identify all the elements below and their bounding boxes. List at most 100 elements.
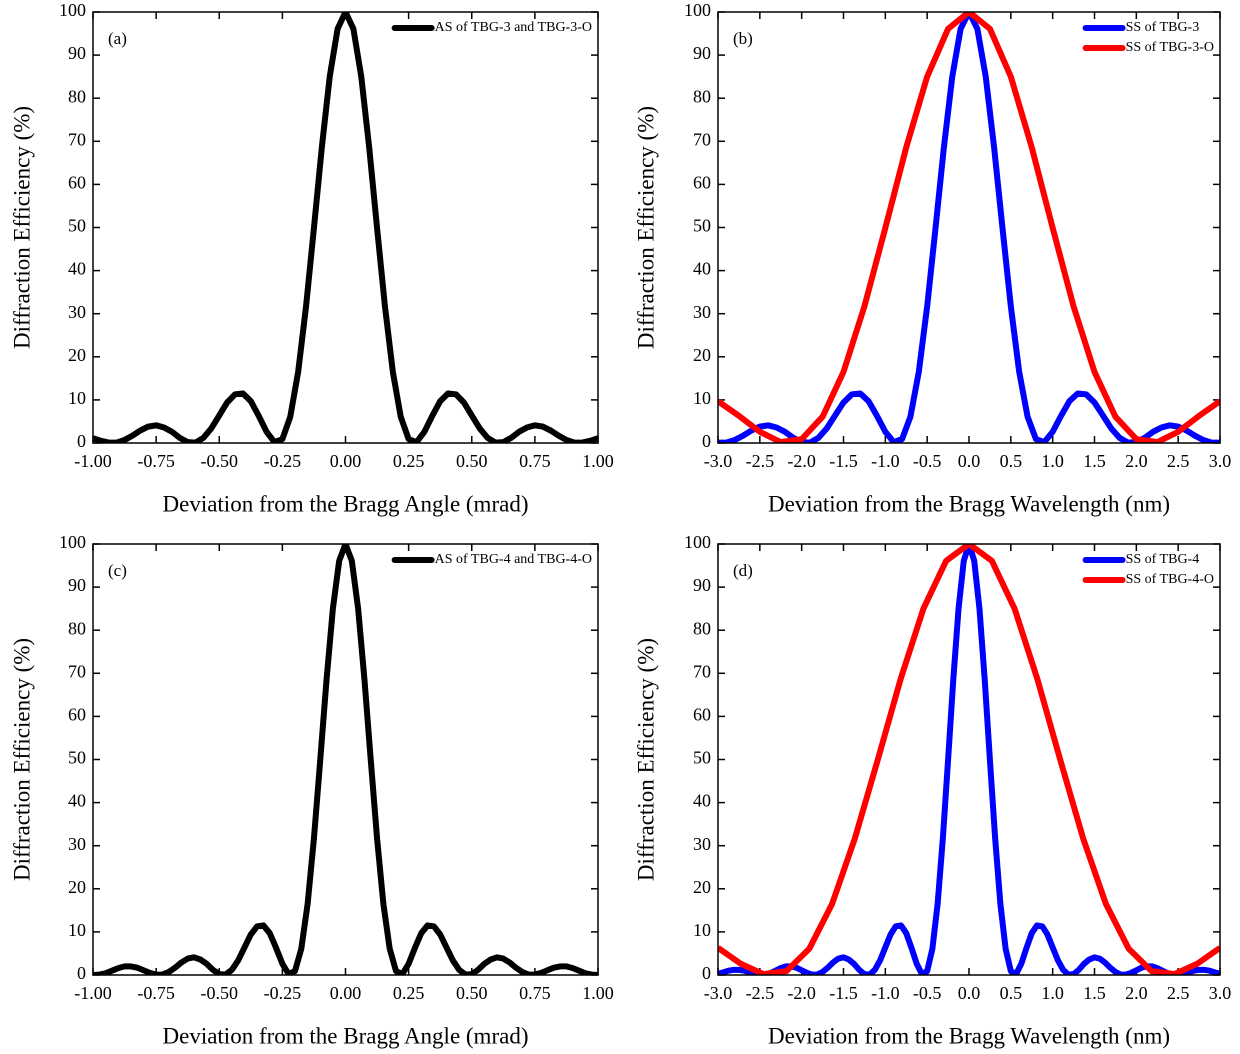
x-tick-label: 3.0 [1209,983,1232,1003]
x-tick-label: -1.0 [871,451,900,471]
y-tick-label: 20 [68,877,86,897]
legend-label: AS of TBG-3 and TBG-3-O [435,20,592,35]
legend-label: SS of TBG-3 [1126,20,1200,35]
x-tick-label: -0.25 [264,451,302,471]
x-tick-label: -3.0 [704,451,733,471]
y-tick-label: 100 [684,532,711,552]
y-tick-label: 70 [68,661,86,681]
y-tick-label: 50 [693,216,711,236]
y-axis-title: Diffraction Efficiency (%) [633,638,658,881]
series-line [718,12,1220,443]
x-tick-label: -0.50 [201,983,239,1003]
y-axis-title: Diffraction Efficiency (%) [9,106,34,349]
panel: -3.0 -2.5 -2.0 -1.5 -1.0 -0.5 0.0 0.5 1.0 1.5 2.0 2… [633,0,1231,516]
y-tick-label: 20 [68,345,86,365]
series-line [718,544,1220,975]
panel: -1.00 -0.75 -0.50 -0.25 0.00 0.25 0.50 0.75 1.00… [9,532,613,1048]
x-tick-label: -3.0 [704,983,733,1003]
y-axis-title: Diffraction Efficiency (%) [633,106,658,349]
x-tick-label: 1.5 [1083,451,1106,471]
x-tick-label: -2.5 [746,983,775,1003]
y-tick-label: 0 [702,431,711,451]
y-tick-label: 50 [693,748,711,768]
x-tick-label: 0.5 [1000,983,1023,1003]
y-tick-label: 40 [68,791,86,811]
x-tick-label: -1.00 [74,983,112,1003]
x-tick-label: 3.0 [1209,451,1232,471]
panel-label: (a) [108,29,127,48]
x-tick-label: -2.0 [787,451,816,471]
x-tick-label: -1.5 [829,451,858,471]
y-tick-label: 0 [702,963,711,983]
x-tick-label: 0.75 [519,983,551,1003]
y-tick-label: 10 [693,920,711,940]
legend-label: SS of TBG-3-O [1126,40,1214,55]
x-tick-label: 0.00 [330,983,362,1003]
y-tick-label: 80 [693,86,711,106]
y-tick-label: 10 [693,388,711,408]
x-tick-label: 0.50 [456,983,488,1003]
x-tick-label: 2.0 [1125,983,1148,1003]
y-tick-label: 100 [59,532,86,552]
y-tick-label: 20 [693,877,711,897]
panel-label: (b) [733,29,753,48]
panel: -1.00 -0.75 -0.50 -0.25 0.00 0.25 0.50 0.75 1.00… [9,0,613,516]
x-axis-title: Deviation from the Bragg Wavelength (nm) [768,491,1170,516]
x-tick-label: 0.0 [958,983,981,1003]
y-tick-label: 70 [693,661,711,681]
y-tick-label: 60 [693,705,711,725]
x-tick-label: -0.75 [137,983,175,1003]
x-tick-label: 2.0 [1125,451,1148,471]
x-axis-title: Deviation from the Bragg Angle (mrad) [163,491,529,516]
x-tick-label: -1.5 [829,983,858,1003]
panel: -3.0 -2.5 -2.0 -1.5 -1.0 -0.5 0.0 0.5 1.0 1.5 2.0 2… [633,532,1231,1048]
x-tick-label: 0.50 [456,451,488,471]
y-tick-label: 90 [68,43,86,63]
series-line [93,544,598,975]
y-tick-label: 60 [68,705,86,725]
series-line [718,544,1220,975]
plot-frame [717,11,1221,444]
x-tick-label: 0.00 [330,451,362,471]
y-tick-label: 40 [693,791,711,811]
y-tick-label: 10 [68,388,86,408]
legend-label: SS of TBG-4-O [1126,572,1214,587]
x-tick-label: 0.75 [519,451,551,471]
y-tick-label: 30 [68,834,86,854]
y-tick-label: 70 [693,129,711,149]
y-tick-label: 50 [68,748,86,768]
x-tick-label: 2.5 [1167,451,1190,471]
x-tick-label: -1.00 [74,451,112,471]
x-axis-title: Deviation from the Bragg Angle (mrad) [163,1023,529,1048]
x-tick-label: -1.0 [871,983,900,1003]
panel-label: (d) [733,561,753,580]
x-tick-label: -0.5 [913,983,942,1003]
y-tick-label: 50 [68,216,86,236]
y-tick-label: 80 [68,618,86,638]
y-tick-label: 60 [693,173,711,193]
x-tick-label: 1.0 [1041,451,1064,471]
y-tick-label: 30 [68,302,86,322]
x-tick-label: 0.0 [958,451,981,471]
y-tick-label: 90 [693,575,711,595]
y-tick-label: 100 [684,0,711,20]
legend-label: SS of TBG-4 [1126,552,1200,567]
y-tick-label: 40 [693,259,711,279]
series-line [718,12,1220,443]
y-tick-label: 90 [693,43,711,63]
y-tick-label: 80 [68,86,86,106]
y-tick-label: 60 [68,173,86,193]
y-tick-label: 100 [59,0,86,20]
y-axis-title: Diffraction Efficiency (%) [9,638,34,881]
x-tick-label: 1.00 [582,451,614,471]
y-tick-label: 30 [693,834,711,854]
y-tick-label: 30 [693,302,711,322]
y-tick-label: 0 [77,431,86,451]
y-tick-label: 0 [77,963,86,983]
legend-label: AS of TBG-4 and TBG-4-O [435,552,592,567]
x-tick-label: 0.5 [1000,451,1023,471]
x-tick-label: -2.0 [787,983,816,1003]
plot-frame [717,543,1221,976]
plot-frame [92,11,599,444]
